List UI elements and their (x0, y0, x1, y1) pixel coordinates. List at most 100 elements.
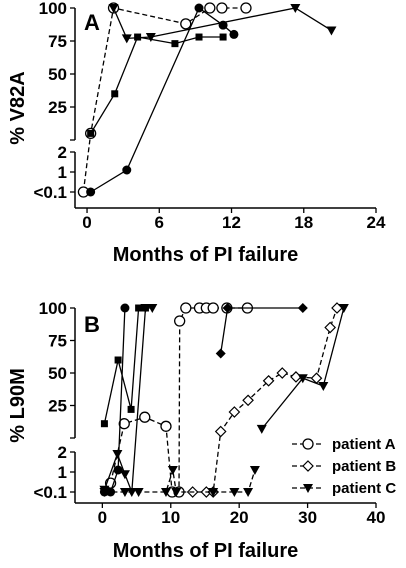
y-axis-label: % L90M (7, 368, 29, 442)
data-point (276, 367, 289, 379)
series-0 (77, 2, 252, 198)
x-tick-label: 20 (230, 508, 249, 527)
data-point (87, 129, 95, 137)
y-tick-label: 100 (39, 0, 67, 18)
series-2 (87, 33, 227, 137)
series-line (90, 36, 224, 134)
y-tick-label: 75 (48, 332, 67, 351)
legend-label: patient A (332, 436, 396, 453)
data-point (243, 488, 254, 497)
series-line (104, 469, 256, 493)
data-point (208, 488, 219, 497)
data-point (326, 26, 337, 36)
data-point (100, 420, 108, 428)
data-point (297, 303, 308, 313)
series-1 (86, 3, 239, 197)
series-1 (99, 303, 130, 497)
data-point (318, 382, 329, 391)
data-point (167, 466, 178, 475)
data-point (290, 4, 301, 13)
legend-marker (302, 460, 314, 472)
y-tick-label: <0.1 (33, 183, 67, 202)
series-7 (256, 304, 349, 434)
data-point (171, 488, 182, 497)
data-point (99, 488, 110, 497)
data-point (147, 304, 158, 313)
legend-label: patient C (332, 480, 396, 497)
data-point (108, 4, 119, 13)
data-point (112, 450, 123, 459)
data-point (219, 33, 227, 41)
data-point (249, 466, 260, 475)
data-point (120, 303, 130, 313)
data-point (119, 488, 130, 497)
data-point (135, 304, 143, 312)
y-tick-label: 2 (58, 443, 67, 462)
y-tick-label: 1 (58, 163, 67, 182)
data-point (174, 315, 186, 327)
x-tick-label: 18 (294, 213, 313, 232)
data-point (242, 394, 254, 407)
data-point (215, 348, 226, 359)
data-point (114, 356, 122, 364)
data-point (180, 18, 192, 30)
legend-marker (303, 484, 313, 493)
data-point (171, 40, 179, 48)
series-line (192, 307, 338, 493)
x-tick-label: 6 (155, 213, 164, 232)
legend-marker (302, 438, 314, 450)
data-point (228, 406, 241, 418)
data-point (194, 3, 204, 13)
series-line (103, 307, 146, 424)
x-tick-label: 24 (367, 213, 386, 232)
x-tick-label: 0 (82, 213, 91, 232)
data-point (256, 424, 267, 434)
data-point (229, 29, 239, 39)
y-tick-label: 25 (48, 98, 67, 117)
data-point (145, 33, 156, 43)
y-tick-label: 50 (48, 364, 67, 383)
x-tick-label: 12 (222, 213, 241, 232)
data-point (262, 374, 275, 387)
y-axis-label: % V82A (7, 71, 29, 144)
data-point (113, 465, 123, 475)
series-5 (215, 303, 308, 359)
x-tick-label: 0 (98, 508, 107, 527)
data-point (119, 470, 130, 480)
data-point (216, 2, 228, 14)
data-point (204, 2, 216, 14)
data-point (121, 34, 132, 44)
data-point (111, 90, 119, 98)
x-axis-label: Months of PI failure (113, 540, 299, 562)
data-point (324, 321, 337, 334)
data-point (160, 488, 171, 497)
legend: patient A patient B patient C (292, 436, 396, 497)
legend-label: patient B (332, 458, 396, 475)
data-point (86, 187, 96, 197)
y-tick-label: 1 (58, 463, 67, 482)
data-point (118, 418, 130, 430)
data-point (222, 303, 233, 313)
data-point (180, 302, 192, 314)
x-tick-label: 30 (298, 508, 317, 527)
series-line (220, 307, 303, 354)
y-tick-label: 25 (48, 397, 67, 416)
data-point (133, 488, 144, 497)
data-point (160, 420, 172, 432)
panel-label: B (84, 312, 100, 337)
data-point (122, 165, 132, 175)
panel-label: A (84, 10, 100, 35)
x-tick-label: 40 (367, 508, 386, 527)
data-point (140, 304, 151, 313)
data-point (195, 33, 203, 41)
data-point (229, 488, 240, 497)
series-6 (99, 466, 260, 497)
x-tick-label: 10 (161, 508, 180, 527)
series-3 (108, 4, 337, 44)
series-4 (186, 302, 343, 498)
data-point (338, 304, 349, 313)
y-tick-label: 50 (48, 65, 67, 84)
data-point (127, 405, 135, 413)
y-tick-label: <0.1 (33, 483, 67, 502)
